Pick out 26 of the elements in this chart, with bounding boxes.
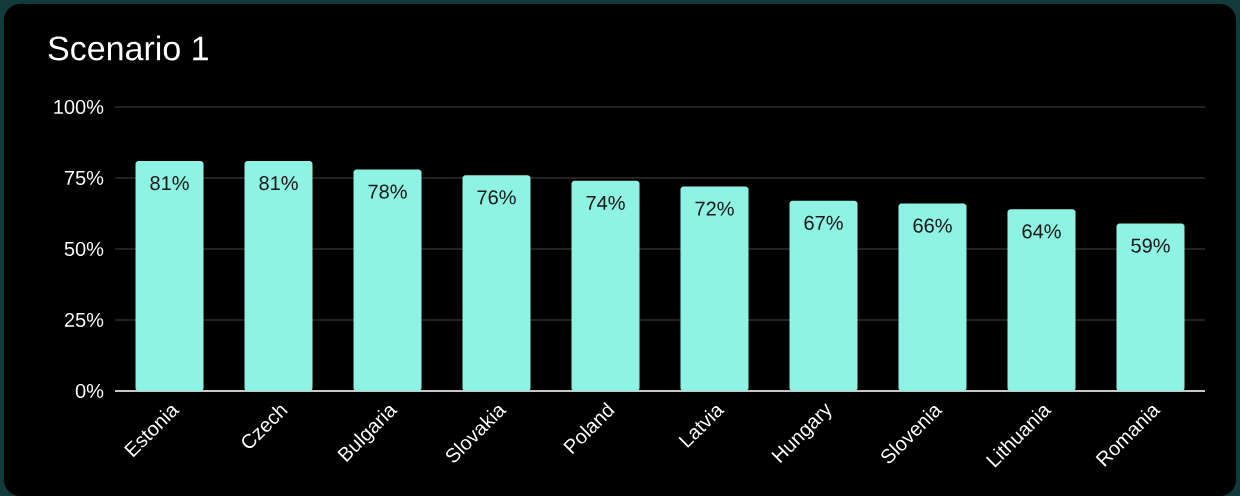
data-label: 64% (1022, 224, 1061, 239)
y-tick-label: 25% (64, 312, 104, 328)
data-label: 72% (695, 201, 734, 216)
bar (1007, 209, 1076, 391)
bar (135, 160, 204, 391)
bar (1116, 223, 1185, 391)
bar (462, 175, 531, 391)
data-label: 81% (150, 176, 189, 191)
bar (571, 180, 640, 391)
y-tick-label: 0% (75, 383, 104, 399)
data-label: 78% (368, 184, 407, 199)
data-label: 66% (913, 218, 952, 233)
bar (680, 186, 749, 391)
y-tick-label: 50% (64, 241, 104, 257)
bar (244, 160, 313, 391)
data-label: 74% (586, 195, 625, 210)
bar (789, 200, 858, 391)
bar (353, 169, 422, 391)
data-label: 59% (1131, 238, 1170, 253)
chart-title: Scenario 1 (48, 35, 208, 61)
data-label: 76% (477, 190, 516, 205)
data-label: 67% (804, 215, 843, 230)
data-label: 81% (259, 176, 298, 191)
bar (898, 203, 967, 391)
y-tick-label: 75% (64, 170, 104, 186)
y-tick-label: 100% (54, 99, 104, 115)
